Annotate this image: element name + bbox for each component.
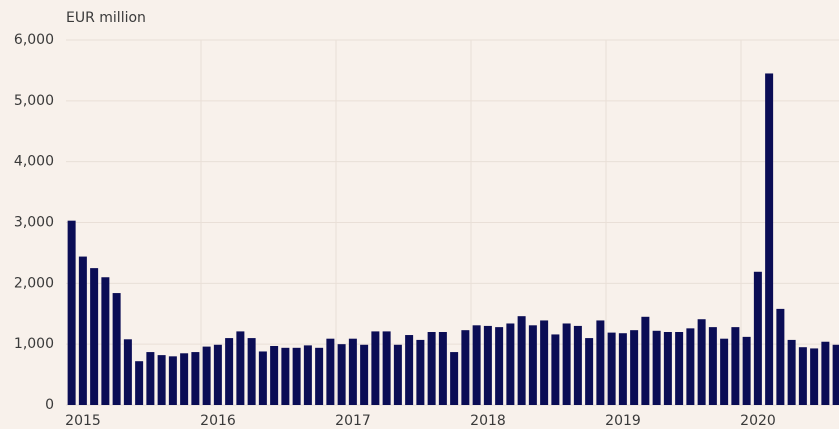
- bar: [168, 356, 177, 405]
- bar: [596, 320, 605, 405]
- bar: [787, 339, 796, 405]
- bar: [292, 347, 301, 405]
- x-tick-label: 2016: [200, 413, 236, 429]
- bar: [832, 344, 839, 405]
- bar: [630, 330, 639, 405]
- x-tick-label: 2020: [740, 413, 776, 429]
- bar: [517, 316, 526, 405]
- axis-unit-label: EUR million: [66, 10, 146, 26]
- bar: [720, 338, 729, 405]
- bar: [360, 344, 369, 405]
- bar: [663, 332, 672, 405]
- bar: [90, 268, 99, 405]
- bar: [180, 353, 189, 405]
- y-tick-label: 0: [45, 397, 54, 413]
- bar: [731, 327, 740, 405]
- bar: [742, 336, 751, 405]
- bar: [573, 325, 582, 405]
- bar: [78, 256, 87, 405]
- bar: [236, 331, 245, 405]
- y-tick-label: 2,000: [14, 275, 54, 291]
- bar: [315, 347, 324, 405]
- bar: [337, 344, 346, 405]
- bar: [348, 338, 357, 405]
- y-tick-label: 3,000: [14, 215, 54, 231]
- bar: [213, 344, 222, 405]
- bar: [123, 339, 132, 405]
- bar: [472, 325, 481, 405]
- bar: [371, 331, 380, 405]
- bar: [191, 352, 200, 405]
- bar: [652, 330, 661, 405]
- bar: [157, 355, 166, 405]
- bar: [225, 338, 234, 405]
- bar: [281, 347, 290, 405]
- bar: [562, 323, 571, 405]
- bar: [416, 339, 425, 405]
- bar: [821, 341, 830, 405]
- bar: [753, 271, 762, 405]
- bar: [101, 277, 110, 405]
- bar: [146, 352, 155, 405]
- bar: [551, 334, 560, 405]
- x-tick-label: 2018: [470, 413, 506, 429]
- bar: [776, 308, 785, 405]
- bar: [483, 325, 492, 405]
- y-tick-label: 1,000: [14, 336, 54, 352]
- bar: [67, 220, 76, 405]
- bar: [708, 327, 717, 405]
- bar: [112, 293, 121, 405]
- bar: [495, 327, 504, 405]
- bar: [438, 332, 447, 405]
- y-tick-label: 6,000: [14, 32, 54, 48]
- bar: [618, 333, 627, 405]
- x-tick-label: 2019: [605, 413, 641, 429]
- bar: [765, 73, 774, 405]
- x-tick-label: 2017: [335, 413, 371, 429]
- bar: [450, 352, 459, 405]
- bar: [247, 338, 256, 405]
- bar: [686, 328, 695, 405]
- bar: [641, 316, 650, 405]
- bar: [270, 345, 279, 405]
- bar: [810, 348, 819, 405]
- bar: [303, 345, 312, 405]
- bar: [607, 332, 616, 405]
- bar: [202, 346, 211, 405]
- bar: [382, 331, 391, 405]
- bar: [697, 319, 706, 405]
- bar: [405, 335, 414, 405]
- bar: [528, 325, 537, 405]
- y-tick-label: 4,000: [14, 154, 54, 170]
- bar: [585, 338, 594, 405]
- bar: [258, 351, 267, 405]
- bar: [461, 330, 470, 405]
- y-tick-label: 5,000: [14, 93, 54, 109]
- bar: [675, 332, 684, 405]
- bar: [393, 344, 402, 405]
- bar: [427, 332, 436, 405]
- bar: [540, 320, 549, 405]
- bar: [326, 338, 335, 405]
- bar: [135, 361, 144, 405]
- bar: [798, 347, 807, 405]
- x-tick-label: 2015: [65, 413, 101, 429]
- bar: [506, 323, 515, 405]
